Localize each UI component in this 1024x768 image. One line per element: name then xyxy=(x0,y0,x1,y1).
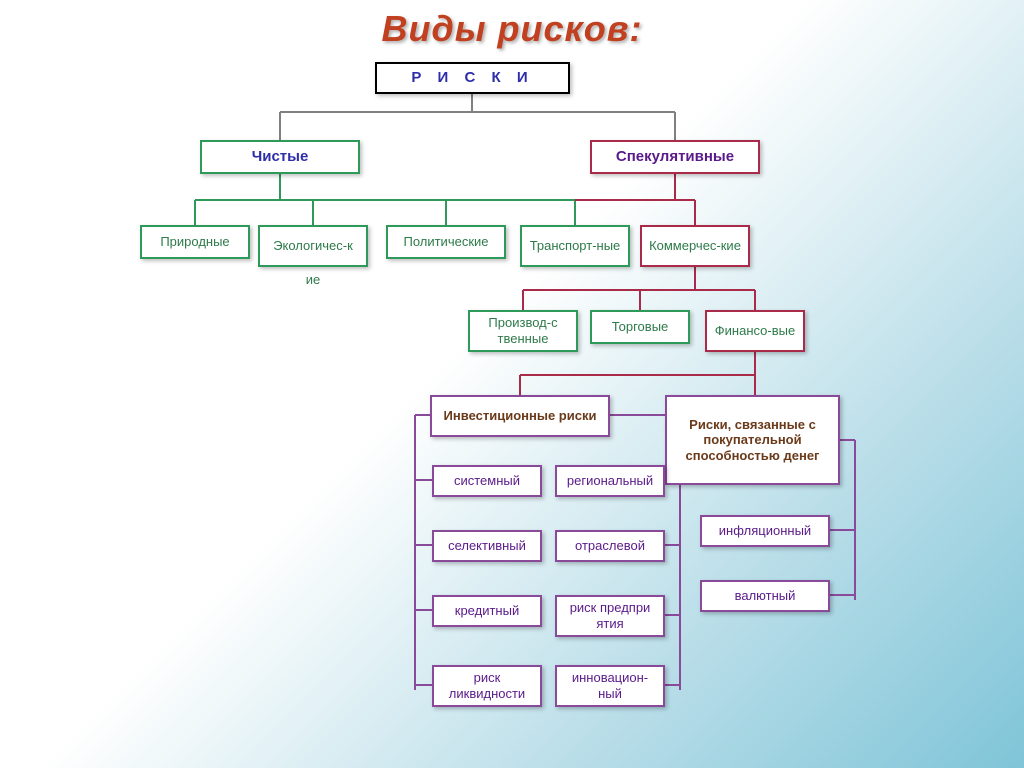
node-cred: кредитный xyxy=(432,595,542,627)
node-curr: валютный xyxy=(700,580,830,612)
connector-layer xyxy=(0,0,1024,768)
node-eco: Экологичес-к xyxy=(258,225,368,267)
node-fin: Финансо-вые xyxy=(705,310,805,352)
node-pwr_hdr: Риски, связанные с покупательной способн… xyxy=(665,395,840,485)
node-reg: региональный xyxy=(555,465,665,497)
node-inv_hdr: Инвестиционные риски xyxy=(430,395,610,437)
node-eco2: ие xyxy=(296,272,330,288)
node-branch: отраслевой xyxy=(555,530,665,562)
node-prod: Производ-с твенные xyxy=(468,310,578,352)
node-liq: риск ликвидности xyxy=(432,665,542,707)
connector xyxy=(575,174,695,225)
node-root: Р И С К И xyxy=(375,62,570,94)
node-pure: Чистые xyxy=(200,140,360,174)
connector xyxy=(523,267,755,310)
connector xyxy=(195,174,575,225)
page-title: Виды рисков: xyxy=(0,0,1024,50)
connector xyxy=(415,415,432,690)
node-nature: Природные xyxy=(140,225,250,259)
connector xyxy=(520,352,755,395)
node-trans: Транспорт-ные xyxy=(520,225,630,267)
node-innov: инновацион-ный xyxy=(555,665,665,707)
node-infl: инфляционный xyxy=(700,515,830,547)
node-ent: риск предпри ятия xyxy=(555,595,665,637)
node-trade: Торговые xyxy=(590,310,690,344)
node-sel: селективный xyxy=(432,530,542,562)
node-polit: Политические xyxy=(386,225,506,259)
connector xyxy=(280,94,675,140)
node-spec: Спекулятивные xyxy=(590,140,760,174)
node-comm: Коммерчес-кие xyxy=(640,225,750,267)
node-sys: системный xyxy=(432,465,542,497)
